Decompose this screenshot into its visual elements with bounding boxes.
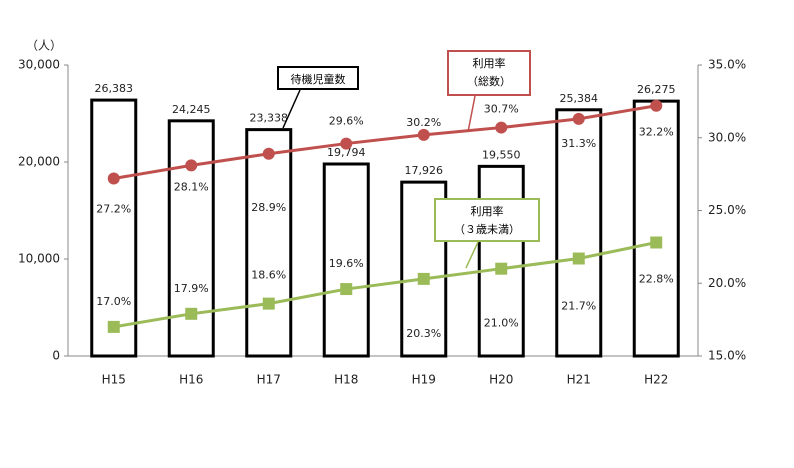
y-tick-label: 10,000 [18, 252, 60, 266]
line-marker [262, 297, 275, 310]
bar [245, 128, 293, 358]
y2-tick-label: 35.0% [708, 58, 746, 72]
y2-tick-label: 25.0% [708, 203, 746, 217]
line-value-label: 31.3% [561, 137, 596, 150]
bar-value-label: 23,338 [250, 112, 289, 125]
x-tick-label: H21 [567, 373, 591, 387]
y-axis-unit: （人） [26, 39, 62, 53]
line-marker [185, 307, 198, 320]
line-marker [107, 320, 120, 333]
bar-value-label: 26,275 [637, 83, 676, 96]
bar-value-label: 25,384 [560, 92, 599, 105]
line-marker [650, 99, 663, 112]
x-tick-label: H15 [102, 373, 126, 387]
y-tick-label: 30,000 [18, 58, 60, 72]
line-value-label: 32.2% [639, 126, 674, 139]
line [113, 104, 657, 180]
line-value-label: 20.3% [406, 327, 441, 340]
bar-value-label: 24,245 [172, 103, 211, 116]
line-marker [417, 272, 430, 285]
line-marker [340, 283, 353, 296]
line-marker [107, 172, 120, 185]
line-value-label: 21.0% [484, 317, 519, 330]
line-marker [650, 236, 663, 249]
bar-value-label: 19,550 [482, 148, 521, 161]
line-value-label: 17.9% [174, 282, 209, 295]
callout-leader [282, 89, 301, 129]
line-marker [185, 159, 198, 172]
line-marker [417, 128, 430, 141]
line-marker [340, 137, 353, 150]
y2-tick-label: 30.0% [708, 130, 746, 144]
bar [322, 162, 370, 358]
y-tick-label: 20,000 [18, 155, 60, 169]
line-value-label: 27.2% [96, 202, 131, 215]
legend-callout: 利用率 （総数） [447, 50, 531, 96]
bar-value-label: 17,926 [405, 164, 444, 177]
x-tick-label: H16 [179, 373, 203, 387]
line-value-label: 30.7% [484, 103, 519, 116]
line-value-label: 22.8% [639, 273, 674, 286]
y2-tick-label: 15.0% [708, 349, 746, 363]
bar [632, 99, 680, 358]
x-tick-label: H17 [257, 373, 281, 387]
legend-callout: 待機児童数 [277, 66, 359, 90]
line-marker [495, 262, 508, 275]
line-value-label: 17.0% [96, 295, 131, 308]
line-marker [495, 121, 508, 134]
line-value-label: 28.1% [174, 180, 209, 193]
line-marker [572, 252, 585, 265]
bar [477, 164, 525, 358]
x-tick-label: H22 [644, 373, 668, 387]
bar [167, 119, 215, 358]
bar-value-label: 19,794 [327, 146, 366, 159]
line-marker [572, 112, 585, 125]
y2-tick-label: 20.0% [708, 276, 746, 290]
callout-leader [467, 95, 476, 133]
x-tick-label: H20 [489, 373, 513, 387]
line-value-label: 28.9% [251, 201, 286, 214]
line-value-label: 18.6% [251, 269, 286, 282]
line-marker [262, 147, 275, 160]
line-value-label: 19.6% [329, 257, 364, 270]
line [113, 241, 657, 329]
line-value-label: 29.6% [329, 115, 364, 128]
bar [555, 108, 603, 358]
y-tick-label: 0 [52, 349, 60, 363]
legend-callout: 利用率 （３歳未満） [434, 198, 540, 242]
bar [90, 98, 138, 358]
x-tick-label: H18 [334, 373, 358, 387]
line-value-label: 21.7% [561, 300, 596, 313]
bar-value-label: 26,383 [95, 82, 134, 95]
line-value-label: 30.2% [406, 116, 441, 129]
callout-leader [465, 241, 479, 269]
x-tick-label: H19 [412, 373, 436, 387]
